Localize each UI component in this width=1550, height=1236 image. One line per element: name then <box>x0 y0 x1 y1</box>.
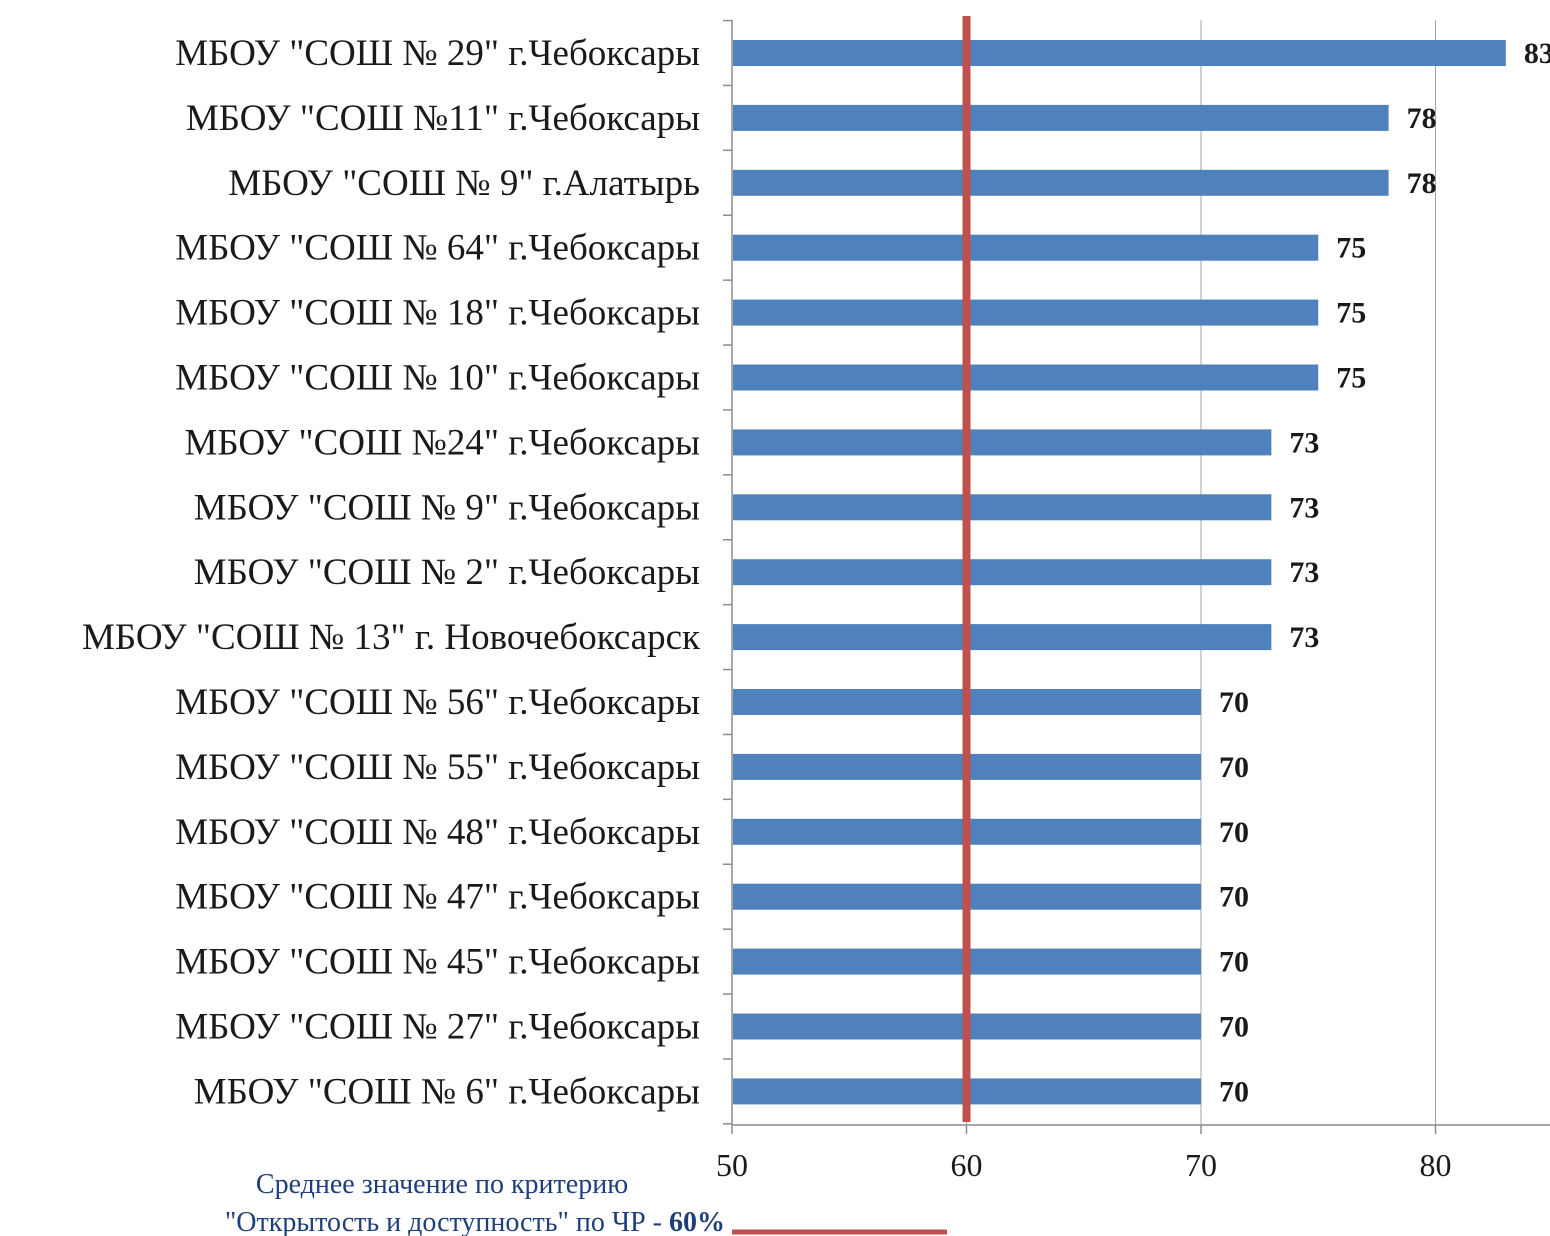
category-label: МБОУ "СОШ № 18" г.Чебоксары <box>175 293 700 334</box>
category-label: МБОУ "СОШ № 29" г.Чебоксары <box>175 33 700 74</box>
category-label: МБОУ "СОШ № 9" г.Чебоксары <box>194 487 700 528</box>
bars <box>733 40 1506 1105</box>
legend-line-2: "Открытость и доступность" по ЧР - 60% <box>225 1207 725 1236</box>
category-label: МБОУ "СОШ № 13" г. Новочебоксарск <box>82 617 701 658</box>
bar <box>733 624 1272 651</box>
value-labels: 83 78 78 75 75 75 73 73 73 73 70 70 70 70 70 70 70 <box>1219 37 1550 1108</box>
category-label: МБОУ "СОШ № 56" г.Чебоксары <box>175 682 700 723</box>
category-label: МБОУ "СОШ № 27" г.Чебоксары <box>175 1007 700 1048</box>
legend-line-2-text: "Открытость и доступность" по ЧР - <box>225 1207 669 1236</box>
value-label: 70 <box>1219 881 1249 914</box>
category-labels: МБОУ "СОШ № 29" г.Чебоксары МБОУ "СОШ №11… <box>82 33 701 1112</box>
category-label: МБОУ "СОШ № 6" г.Чебоксары <box>194 1071 700 1112</box>
category-label: МБОУ "СОШ № 10" г.Чебоксары <box>175 358 700 399</box>
value-label: 70 <box>1219 686 1249 719</box>
bar <box>733 429 1272 456</box>
bar <box>733 299 1319 326</box>
value-label: 73 <box>1289 491 1319 524</box>
category-label: МБОУ "СОШ № 45" г.Чебоксары <box>175 942 700 983</box>
category-label: МБОУ "СОШ №11" г.Чебоксары <box>186 98 700 139</box>
value-label: 70 <box>1219 816 1249 849</box>
value-label: 70 <box>1219 1075 1249 1108</box>
value-label: 70 <box>1219 946 1249 979</box>
axes <box>723 19 1550 1134</box>
value-label: 78 <box>1407 167 1437 200</box>
value-label: 73 <box>1289 426 1319 459</box>
category-label: МБОУ "СОШ № 48" г.Чебоксары <box>175 812 700 853</box>
bar <box>733 104 1389 131</box>
bar <box>733 169 1389 196</box>
bar <box>733 364 1319 391</box>
x-tick-label: 50 <box>716 1147 748 1183</box>
category-label: МБОУ "СОШ № 55" г.Чебоксары <box>175 747 700 788</box>
category-label: МБОУ "СОШ № 9" г.Алатырь <box>228 163 700 204</box>
value-label: 78 <box>1407 102 1437 135</box>
x-tick-label: 70 <box>1185 1147 1217 1183</box>
value-label: 75 <box>1336 362 1366 395</box>
category-label: МБОУ "СОШ № 47" г.Чебоксары <box>175 877 700 918</box>
legend-line-2-value: 60% <box>669 1207 725 1236</box>
value-label: 70 <box>1219 751 1249 784</box>
bar <box>733 559 1272 586</box>
value-label: 75 <box>1336 232 1366 265</box>
bar <box>733 234 1319 261</box>
legend: Среднее значение по критерию "Открытость… <box>225 1169 947 1236</box>
value-label: 75 <box>1336 297 1366 330</box>
legend-line-1: Среднее значение по критерию <box>256 1169 628 1200</box>
x-tick-label: 60 <box>951 1147 983 1183</box>
x-tick-labels: 50 60 70 80 <box>716 1147 1452 1183</box>
category-label: МБОУ "СОШ № 64" г.Чебоксары <box>175 228 700 269</box>
bar <box>733 494 1272 521</box>
value-label: 73 <box>1289 556 1319 589</box>
bar <box>733 40 1506 66</box>
value-label: 73 <box>1289 621 1319 654</box>
value-label: 70 <box>1219 1011 1249 1044</box>
x-tick-label: 80 <box>1420 1147 1452 1183</box>
category-label: МБОУ "СОШ № 2" г.Чебоксары <box>194 552 700 593</box>
category-label: МБОУ "СОШ №24" г.Чебоксары <box>185 422 700 463</box>
value-label: 83 <box>1524 37 1550 70</box>
